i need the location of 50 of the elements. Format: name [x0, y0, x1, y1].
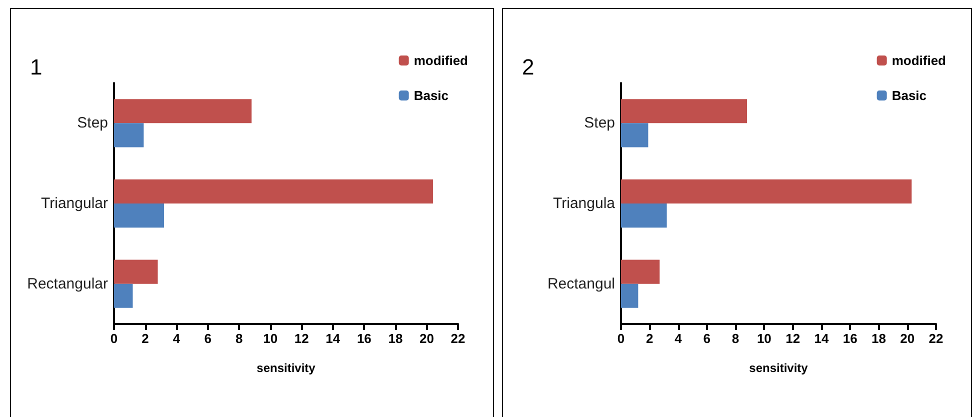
y-tick-label: Triangula [553, 195, 616, 212]
bar [114, 179, 433, 204]
x-tick-label: 18 [871, 331, 886, 346]
bar [621, 99, 747, 124]
legend-label: Basic [892, 88, 927, 103]
bar [114, 204, 164, 228]
x-tick-label: 8 [732, 331, 740, 346]
bar [114, 123, 144, 148]
y-tick-label: Rectangular [27, 275, 108, 292]
x-tick-label: 20 [900, 331, 915, 346]
x-tick-label: 22 [450, 331, 466, 346]
x-tick-label: 6 [703, 331, 711, 346]
x-tick-label: 12 [786, 331, 800, 346]
x-tick-label: 8 [235, 331, 243, 346]
x-axis-title: sensitivity [256, 361, 316, 375]
x-tick-label: 2 [646, 331, 654, 346]
bar [114, 260, 158, 284]
legend-label: Basic [414, 88, 449, 103]
x-tick-label: 22 [928, 331, 944, 346]
x-tick-label: 4 [172, 331, 181, 346]
x-tick-label: 2 [142, 331, 149, 346]
bar [621, 284, 638, 308]
x-tick-label: 16 [842, 331, 858, 346]
chart-title: 1 [30, 54, 42, 80]
legend-label: modified [892, 53, 946, 68]
bar [114, 99, 252, 124]
chart-title: 2 [522, 54, 534, 80]
x-tick-label: 0 [617, 331, 625, 346]
y-tick-label: Rectangul [547, 275, 615, 292]
bar [621, 123, 648, 148]
x-tick-label: 14 [326, 331, 341, 346]
x-tick-label: 12 [294, 331, 309, 346]
x-tick-label: 16 [356, 331, 372, 346]
y-tick-label: Step [77, 114, 108, 132]
x-tick-label: 18 [388, 331, 403, 346]
x-tick-label: 10 [756, 331, 772, 346]
x-tick-label: 4 [674, 331, 683, 346]
x-tick-label: 0 [110, 331, 118, 346]
x-axis-title: sensitivity [749, 361, 808, 375]
x-tick-label: 10 [263, 331, 278, 346]
x-tick-label: 14 [814, 331, 830, 346]
x-tick-label: 20 [419, 331, 434, 346]
bar [114, 284, 133, 308]
bar [621, 179, 912, 204]
bar [621, 260, 660, 284]
bar [621, 204, 667, 228]
y-tick-label: Step [584, 114, 615, 132]
legend-label: modified [414, 53, 468, 68]
y-tick-label: Triangular [41, 195, 108, 212]
x-tick-label: 6 [204, 331, 212, 346]
